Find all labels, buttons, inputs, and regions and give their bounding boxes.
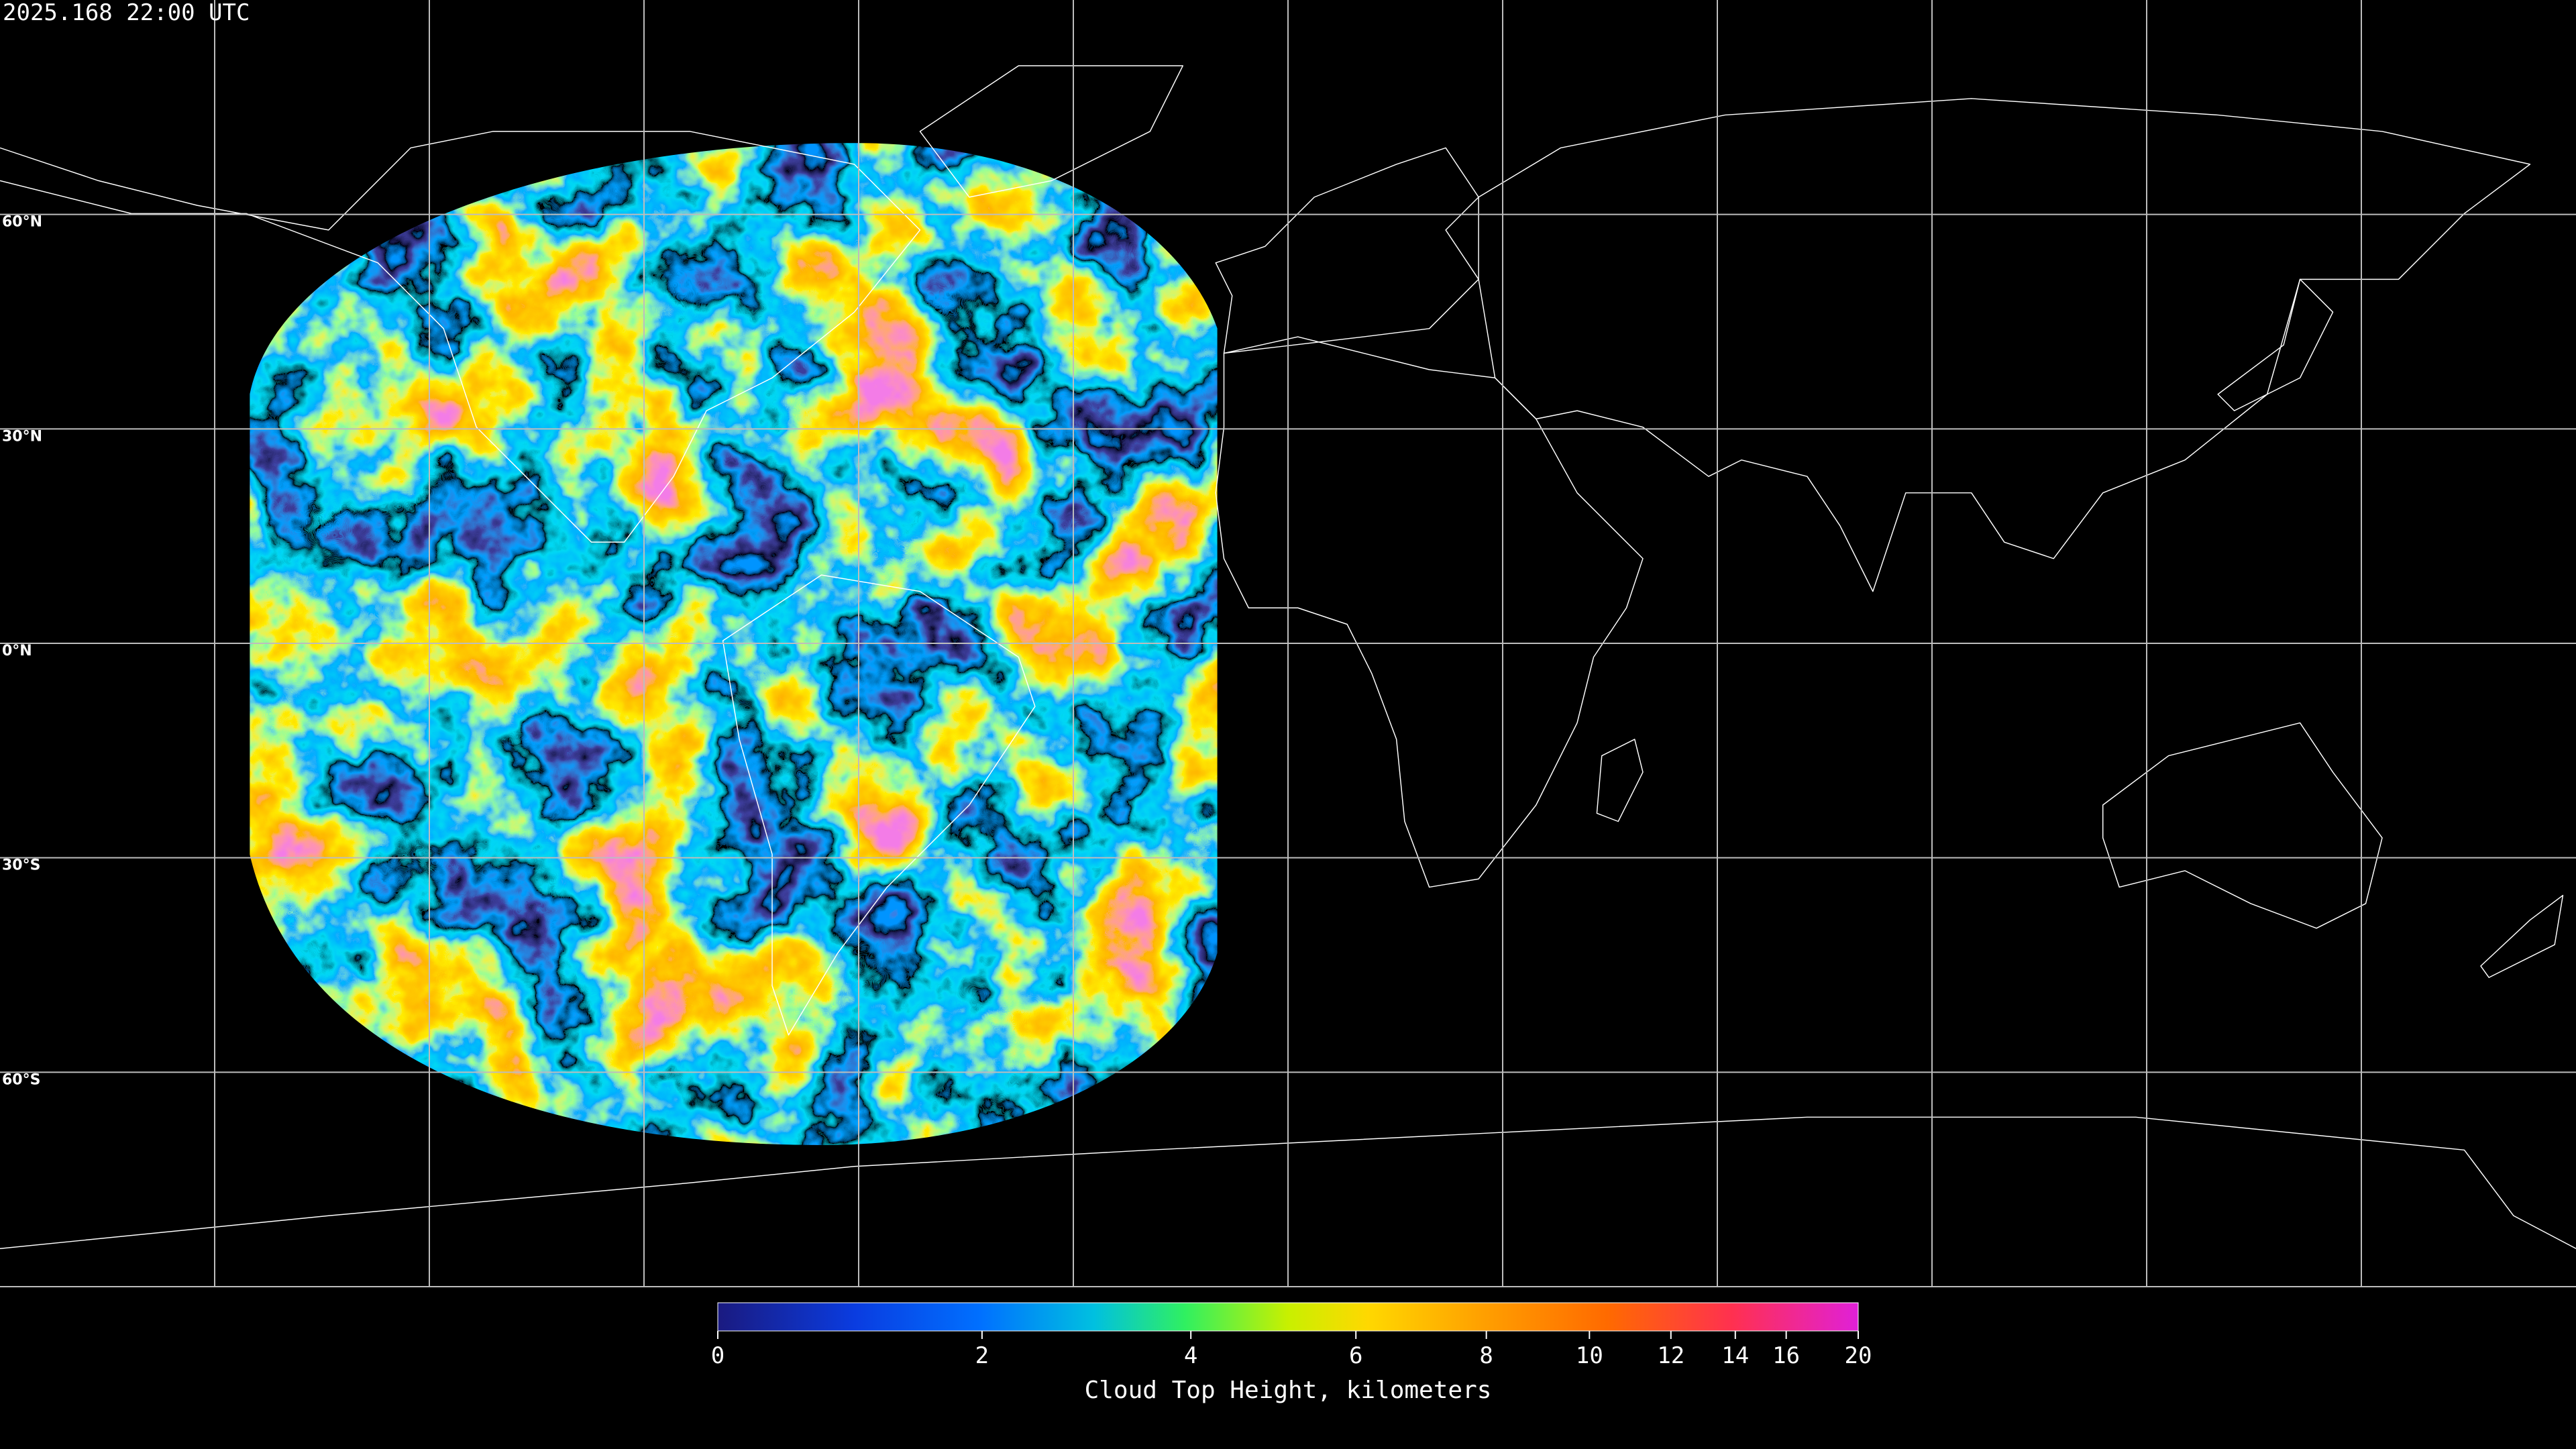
colorbar-tick-label: 14 [1721, 1342, 1749, 1369]
colorbar-title: Cloud Top Height, kilometers [1085, 1377, 1492, 1404]
colorbar-tick-label: 16 [1772, 1342, 1800, 1369]
coastlines [0, 65, 2576, 1249]
colorbar-tick-label: 2 [975, 1342, 989, 1369]
latitude-label: 60°S [2, 1071, 40, 1088]
latitude-label: 30°S [2, 857, 40, 874]
colorbar-tick-label: 4 [1184, 1342, 1197, 1369]
map-layer [0, 65, 2576, 1249]
latitude-label: 30°N [2, 428, 42, 445]
colorbar-tick-label: 12 [1657, 1342, 1684, 1369]
colorbar-tick-label: 10 [1576, 1342, 1603, 1369]
colorbar-tick-label: 6 [1349, 1342, 1362, 1369]
timestamp: 2025.168 22:00 UTC [3, 0, 250, 26]
latitude-label: 60°N [2, 214, 42, 231]
latitude-label: 0°N [2, 643, 32, 659]
graticule [0, 0, 2576, 1287]
satellite-imagery [250, 143, 1218, 1145]
colorbar [717, 1302, 1859, 1332]
colorbar-tick-label: 20 [1845, 1342, 1872, 1369]
colorbar-tick-label: 0 [711, 1342, 724, 1369]
colorbar-tick-label: 8 [1479, 1342, 1493, 1369]
